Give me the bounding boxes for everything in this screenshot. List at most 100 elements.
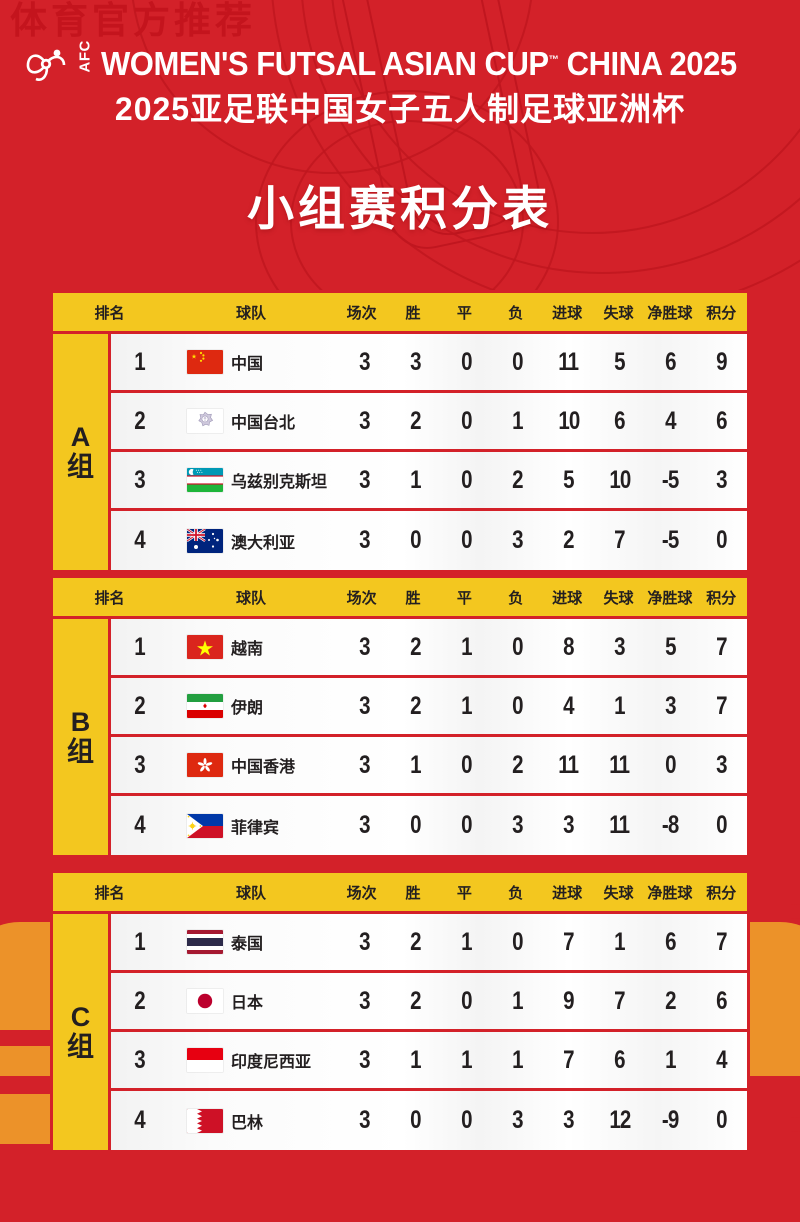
cell-team: 中国 xyxy=(169,350,339,374)
draw-value: 0 xyxy=(461,465,472,494)
table-row: 4 菲律宾 3 0 0 3 3 11 -8 0 xyxy=(111,796,747,855)
team-name: 印度尼西亚 xyxy=(231,1054,312,1071)
flag-icon-tw xyxy=(187,409,223,433)
cell-loss: 3 xyxy=(492,1106,543,1135)
flag-icon-ir xyxy=(187,694,223,718)
watermark-text: 体育官方推荐 xyxy=(10,0,256,41)
team-name: 乌兹别克斯坦 xyxy=(231,474,328,491)
cell-ga: 11 xyxy=(594,751,645,780)
pts-value: 7 xyxy=(716,927,727,956)
pts-value: 9 xyxy=(716,347,727,376)
gd-value: 6 xyxy=(665,927,676,956)
cell-win: 0 xyxy=(390,1106,441,1135)
cell-rank: 2 xyxy=(111,987,169,1016)
event-title-en: WOMEN'S FUTSAL ASIAN CUP™ CHINA 2025 xyxy=(100,45,737,82)
cell-played: 3 xyxy=(339,928,390,957)
gd-value: -5 xyxy=(662,465,679,494)
cell-draw: 1 xyxy=(441,1046,492,1075)
cell-ga: 12 xyxy=(594,1106,645,1135)
table-body: C 组 1 泰国 3 2 1 0 7 1 6 7 2 日本 3 2 0 1 9 7 2 6 3 印度尼西亚 3 1 1 1 7 6 1 4 4 巴… xyxy=(50,914,750,1153)
cell-gd: 3 xyxy=(645,692,696,721)
gf-value: 7 xyxy=(563,1045,574,1074)
cell-team: 中国香港 xyxy=(169,753,339,777)
flag-icon-bh xyxy=(187,1108,223,1133)
draw-value: 1 xyxy=(461,1045,472,1074)
column-header-9: 积分 xyxy=(706,884,737,902)
win-value: 3 xyxy=(410,347,421,376)
win-value: 2 xyxy=(410,986,421,1015)
table-row: 2 中国台北 3 2 0 1 10 6 4 6 xyxy=(111,393,747,452)
gd-value: -8 xyxy=(662,811,679,839)
flag-icon-id xyxy=(187,1048,223,1072)
column-header-3: 胜 xyxy=(405,304,421,322)
cell-pts: 9 xyxy=(696,348,747,377)
ga-value: 6 xyxy=(614,1045,625,1074)
rank-value: 4 xyxy=(134,811,146,839)
gd-value: 6 xyxy=(665,347,676,376)
cell-pts: 4 xyxy=(696,1046,747,1075)
flag-icon-jp xyxy=(187,989,223,1013)
draw-value: 0 xyxy=(461,347,472,376)
flag-icon-ph xyxy=(187,813,223,838)
trademark-mark: ™ xyxy=(548,54,559,66)
cell-pts: 0 xyxy=(696,526,747,555)
cell-loss: 3 xyxy=(492,526,543,555)
flag-icon-hk xyxy=(187,753,223,777)
cell-rank: 1 xyxy=(111,633,169,662)
cell-rank: 3 xyxy=(111,466,169,495)
cell-pts: 6 xyxy=(696,987,747,1016)
cell-win: 1 xyxy=(390,466,441,495)
rank-value: 1 xyxy=(134,632,146,661)
cell-draw: 1 xyxy=(441,928,492,957)
cell-rank: 3 xyxy=(111,751,169,780)
played-value: 3 xyxy=(359,986,370,1015)
cell-draw: 0 xyxy=(441,466,492,495)
cell-rank: 4 xyxy=(111,811,169,840)
cell-gd: 5 xyxy=(645,633,696,662)
flag-icon-th xyxy=(187,930,223,954)
cell-pts: 7 xyxy=(696,692,747,721)
team-name: 中国香港 xyxy=(231,759,296,776)
rank-value: 1 xyxy=(134,347,146,376)
team-name: 日本 xyxy=(231,995,264,1012)
table-row: 3 乌兹别克斯坦 3 1 0 2 5 10 -5 3 xyxy=(111,452,747,511)
cell-win: 2 xyxy=(390,692,441,721)
pts-value: 7 xyxy=(716,632,727,661)
cell-played: 3 xyxy=(339,987,390,1016)
table-row: 2 日本 3 2 0 1 9 7 2 6 xyxy=(111,973,747,1032)
cell-rank: 4 xyxy=(111,1106,169,1135)
cell-ga: 6 xyxy=(594,407,645,436)
cell-loss: 2 xyxy=(492,466,543,495)
played-value: 3 xyxy=(359,347,370,376)
table-body: A 组 1 中国 3 3 0 0 11 5 6 9 2 中国台北 3 2 0 1 10 6 4 6 3 乌兹别克斯坦 3 1 0 2 5… xyxy=(50,334,750,573)
ga-value: 7 xyxy=(614,526,625,554)
gd-value: -5 xyxy=(662,526,679,554)
rank-value: 2 xyxy=(134,406,146,435)
page-title: 小组赛积分表 xyxy=(247,182,553,235)
cell-rank: 1 xyxy=(111,928,169,957)
cell-team: 澳大利亚 xyxy=(169,528,339,553)
column-header-7: 失球 xyxy=(603,304,634,322)
table-row: 1 中国 3 3 0 0 11 5 6 9 xyxy=(111,334,747,393)
team-name: 中国台北 xyxy=(231,415,296,432)
group-label-letter: B xyxy=(70,706,91,737)
cell-gf: 3 xyxy=(543,1106,594,1135)
rank-value: 2 xyxy=(134,986,146,1015)
column-header-5: 负 xyxy=(508,589,524,607)
cell-played: 3 xyxy=(339,407,390,436)
table-row: 1 泰国 3 2 1 0 7 1 6 7 xyxy=(111,914,747,973)
ga-value: 5 xyxy=(614,347,625,376)
played-value: 3 xyxy=(359,1045,370,1074)
cell-win: 0 xyxy=(390,811,441,840)
table-rows: 1 越南 3 2 1 0 8 3 5 7 2 伊朗 3 2 1 0 4 1 3 7 3 中国香港 3 1 0 2 11 11 0 3 4 菲律… xyxy=(111,619,747,855)
cell-win: 3 xyxy=(390,348,441,377)
team-name: 巴林 xyxy=(231,1114,264,1132)
cell-pts: 7 xyxy=(696,633,747,662)
gf-value: 10 xyxy=(557,406,580,435)
gf-value: 11 xyxy=(558,750,579,779)
team-name: 澳大利亚 xyxy=(231,534,296,552)
gd-value: 1 xyxy=(665,1045,676,1074)
cell-ga: 10 xyxy=(594,466,645,495)
ga-value: 11 xyxy=(609,750,630,779)
